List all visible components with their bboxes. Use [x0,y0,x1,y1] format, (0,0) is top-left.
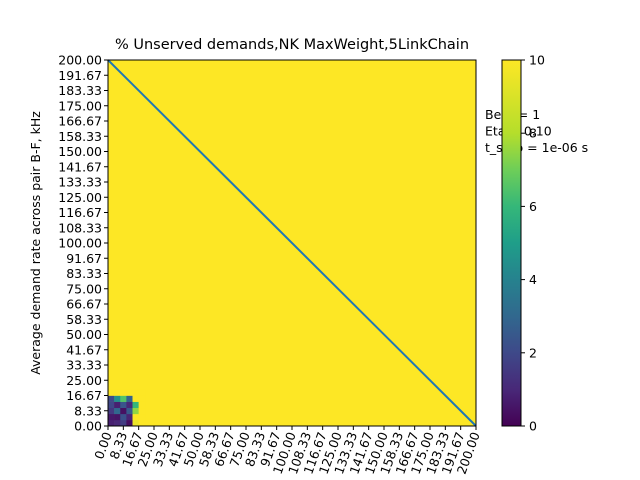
y-tick-label: 175.00 [58,98,102,113]
heatmap-cell [138,413,146,421]
heatmap-cell [120,419,127,426]
heatmap-cell [108,413,115,421]
heatmap-cell [120,401,127,409]
colorbar-tick-label: 4 [529,272,537,287]
plot-area [107,59,477,427]
heatmap-cell [114,389,121,396]
heatmap-cell [114,401,121,409]
heatmap-cells [108,389,146,426]
y-tick-label: 25.00 [66,373,102,388]
heatmap-cell [126,419,133,426]
colorbar: 0 2 4 6 8 10 [501,53,545,434]
annotation-text: t_step = 1e-06 s [485,140,588,155]
y-tick-label: 83.33 [66,266,102,281]
y-tick-label: 200.00 [58,53,102,68]
heatmap-cell [138,389,146,396]
y-tick-label: 191.67 [58,68,102,83]
heatmap-cell [126,401,133,409]
heatmap-cell [126,395,133,402]
y-tick-label: 66.67 [66,297,102,312]
y-tick-label: 125.00 [58,190,102,205]
colorbar-tick-label: 2 [529,345,537,360]
y-tick-label: 0.00 [74,419,102,434]
y-tick-label: 100.00 [58,236,102,251]
heatmap-cell [132,401,139,409]
colorbar-tick-label: 6 [529,199,537,214]
y-tick-label: 91.67 [66,251,102,266]
y-tick-label: 16.67 [66,388,102,403]
diagonal-line [107,59,477,427]
heatmap-cell [114,395,121,402]
y-tick-label: 141.67 [58,159,102,174]
y-axis: 0.008.3316.6725.0033.3341.6750.0058.3366… [58,53,108,434]
y-tick-label: 8.33 [74,403,102,418]
heatmap-cell [138,401,146,409]
heatmap-cell [132,419,139,426]
heatmap-cell [132,413,139,421]
heatmap-cell [108,401,115,409]
y-tick-label: 41.67 [66,342,102,357]
heatmap-cell [120,413,127,421]
heatmap-cell [108,389,115,396]
heatmap-cell [114,419,121,426]
colorbar-ticks: 0 2 4 6 8 10 [521,53,545,434]
heatmap-cell [120,395,127,402]
y-tick-label: 108.33 [58,220,102,235]
heatmap-cell [114,407,121,415]
heatmap-cell [138,395,146,402]
y-tick-label: 33.33 [66,358,102,373]
colorbar-gradient [501,59,522,427]
heatmap-cell [126,413,133,421]
y-tick-label: 133.33 [58,175,102,190]
y-tick-label: 50.00 [66,327,102,342]
heatmap-cell [138,407,146,415]
heatmap-cell [114,413,121,421]
heatmap-cell [132,389,139,396]
y-tick-label: 183.33 [58,83,102,98]
heatmap-cell [126,407,133,415]
heatmap-cell [120,389,127,396]
y-tick-label: 116.67 [58,205,102,220]
heatmap-cell [132,407,139,415]
heatmap-cell [120,407,127,415]
chart-title: % Unserved demands,NK MaxWeight,5LinkCha… [115,37,469,53]
y-tick-label: 166.67 [58,114,102,129]
colorbar-tick-label: 8 [529,126,537,141]
heatmap-cell [126,389,133,396]
heatmap-cell [108,395,115,402]
y-axis-label: Average demand rate across pair B-F, kHz [28,111,43,375]
heatmap-cell [138,419,146,426]
y-tick-label: 158.33 [58,129,102,144]
x-axis: 0.008.3316.6725.0033.3341.6750.0058.3366… [91,426,483,476]
colorbar-tick-label: 0 [529,419,537,434]
colorbar-tick-label: 10 [529,53,545,68]
heatmap-cell [108,419,115,426]
y-tick-label: 75.00 [66,281,102,296]
heatmap-cell [108,407,115,415]
y-tick-label: 150.00 [58,144,102,159]
y-tick-label: 58.33 [66,312,102,327]
heatmap-cell [132,395,139,402]
